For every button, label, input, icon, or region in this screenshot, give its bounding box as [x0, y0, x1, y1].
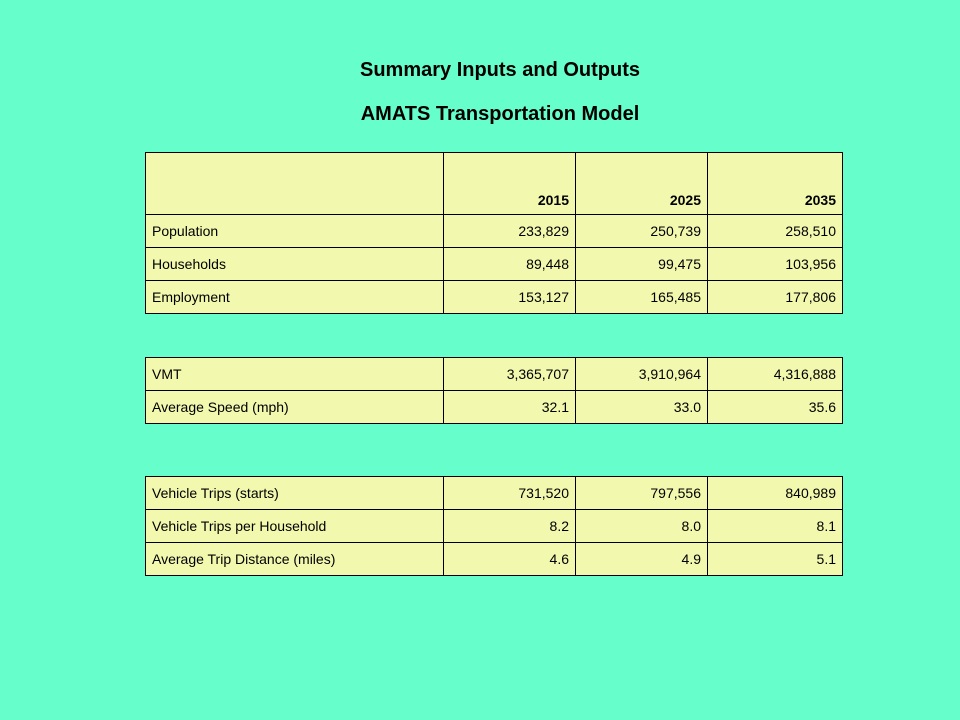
table-cell: 89,448 — [443, 247, 576, 281]
table-cell: 99,475 — [575, 247, 708, 281]
table-cell: 4.6 — [443, 542, 576, 576]
row-label: Average Trip Distance (miles) — [145, 542, 444, 576]
table-cell: 3,910,964 — [575, 357, 708, 391]
page-title: Summary Inputs and Outputs — [359, 59, 641, 81]
table-cell: 165,485 — [575, 280, 708, 314]
row-label: VMT — [145, 357, 444, 391]
table-cell: 233,829 — [443, 214, 576, 248]
table-row: Employment 153,127 165,485 177,806 — [145, 280, 843, 314]
table-cell: 250,739 — [575, 214, 708, 248]
table-cell: 177,806 — [707, 280, 843, 314]
table-cell: 8.1 — [707, 509, 843, 543]
header-empty-cell — [145, 152, 444, 215]
row-label: Households — [145, 247, 444, 281]
trips-table: Vehicle Trips (starts) 731,520 797,556 8… — [145, 476, 843, 576]
row-label: Population — [145, 214, 444, 248]
table-row: Vehicle Trips (starts) 731,520 797,556 8… — [145, 476, 843, 510]
table-row: Average Speed (mph) 32.1 33.0 35.6 — [145, 390, 843, 424]
table-header-row: 2015 2025 2035 — [145, 152, 843, 215]
row-label: Average Speed (mph) — [145, 390, 444, 424]
table-cell: 258,510 — [707, 214, 843, 248]
demographics-table: 2015 2025 2035 Population 233,829 250,73… — [145, 152, 843, 314]
table-cell: 103,956 — [707, 247, 843, 281]
table-row: VMT 3,365,707 3,910,964 4,316,888 — [145, 357, 843, 391]
year-header: 2035 — [707, 152, 843, 215]
row-label: Vehicle Trips (starts) — [145, 476, 444, 510]
table-cell: 32.1 — [443, 390, 576, 424]
year-header: 2025 — [575, 152, 708, 215]
table-cell: 797,556 — [575, 476, 708, 510]
table-row: Population 233,829 250,739 258,510 — [145, 214, 843, 248]
table-row: Average Trip Distance (miles) 4.6 4.9 5.… — [145, 542, 843, 576]
table-cell: 3,365,707 — [443, 357, 576, 391]
table-row: Vehicle Trips per Household 8.2 8.0 8.1 — [145, 509, 843, 543]
table-cell: 5.1 — [707, 542, 843, 576]
row-label: Employment — [145, 280, 444, 314]
page-subtitle: AMATS Transportation Model — [360, 103, 640, 125]
table-cell: 8.0 — [575, 509, 708, 543]
travel-table: VMT 3,365,707 3,910,964 4,316,888 Averag… — [145, 357, 843, 424]
table-cell: 4.9 — [575, 542, 708, 576]
table-cell: 4,316,888 — [707, 357, 843, 391]
table-row: Households 89,448 99,475 103,956 — [145, 247, 843, 281]
table-cell: 33.0 — [575, 390, 708, 424]
table-cell: 153,127 — [443, 280, 576, 314]
row-label: Vehicle Trips per Household — [145, 509, 444, 543]
table-cell: 8.2 — [443, 509, 576, 543]
table-cell: 35.6 — [707, 390, 843, 424]
table-cell: 731,520 — [443, 476, 576, 510]
year-header: 2015 — [443, 152, 576, 215]
table-cell: 840,989 — [707, 476, 843, 510]
